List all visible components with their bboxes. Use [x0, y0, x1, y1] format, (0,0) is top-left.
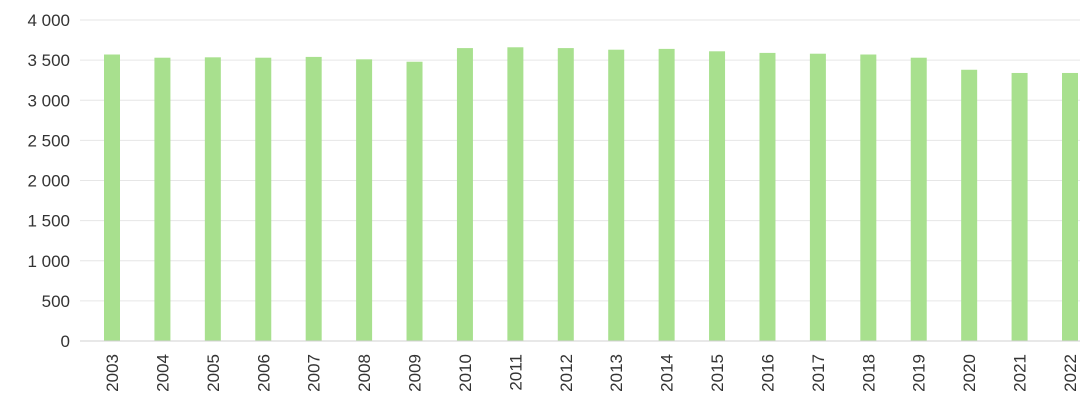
x-tick-label: 2008 — [355, 354, 374, 392]
bar-2019 — [910, 57, 927, 341]
bar-2003 — [104, 54, 120, 341]
bar-2013 — [608, 49, 625, 341]
y-tick-label: 1 500 — [27, 212, 70, 231]
x-axis-tick-labels: 2003 2004 2005 2006 2007 2008 2009 2010 2011 2012… — [103, 354, 1080, 392]
bar-2007 — [305, 56, 322, 341]
x-tick-label: 2005 — [204, 354, 223, 392]
bar-2014 — [658, 48, 675, 341]
x-tick-label: 2021 — [1011, 354, 1030, 392]
x-tick-label: 2014 — [658, 354, 677, 392]
bar-2015 — [709, 51, 726, 342]
x-tick-label: 2003 — [103, 354, 122, 392]
x-tick-label: 2019 — [910, 354, 929, 392]
x-tick-label: 2012 — [557, 354, 576, 392]
x-tick-label: 2022 — [1061, 354, 1080, 392]
bar-2016 — [759, 52, 776, 342]
bar-2008 — [356, 59, 373, 341]
bar-2010 — [456, 48, 473, 342]
bar-2005 — [204, 57, 221, 341]
x-tick-label: 2006 — [254, 354, 273, 392]
y-tick-label: 3 500 — [27, 51, 70, 70]
x-tick-label: 2018 — [859, 354, 878, 392]
x-tick-label: 2010 — [456, 354, 475, 392]
x-tick-label: 2004 — [153, 354, 172, 392]
bar-2004 — [154, 57, 171, 341]
bar-2012 — [557, 48, 574, 342]
bar-2006 — [255, 57, 272, 341]
y-tick-label: 2 500 — [27, 131, 70, 150]
bar-2022 — [1062, 72, 1078, 341]
bar-2021 — [1011, 72, 1028, 341]
x-tick-label: 2013 — [607, 354, 626, 392]
x-tick-label: 2007 — [305, 354, 324, 392]
bar-2020 — [961, 69, 978, 341]
x-tick-label: 2017 — [809, 354, 828, 392]
bars — [104, 47, 1078, 342]
y-axis-tick-labels: 0 500 1 000 1 500 2 000 2 500 3 000 3 500 4 000 — [27, 11, 70, 351]
bar-2017 — [809, 53, 826, 342]
y-tick-label: 4 000 — [27, 11, 70, 30]
y-tick-label: 3 000 — [27, 91, 70, 110]
bar-2011 — [507, 47, 524, 341]
x-tick-label: 2011 — [506, 354, 525, 391]
y-tick-label: 2 000 — [27, 172, 70, 191]
y-tick-label: 500 — [42, 292, 70, 311]
bar-2018 — [860, 54, 877, 341]
x-tick-label: 2020 — [960, 354, 979, 392]
bar-2009 — [406, 61, 423, 341]
x-tick-label: 2015 — [708, 354, 727, 392]
y-tick-label: 1 000 — [27, 252, 70, 271]
y-tick-label: 0 — [61, 332, 70, 351]
x-tick-label: 2016 — [758, 354, 777, 392]
x-tick-label: 2009 — [406, 354, 425, 392]
grid-lines — [80, 19, 1080, 302]
